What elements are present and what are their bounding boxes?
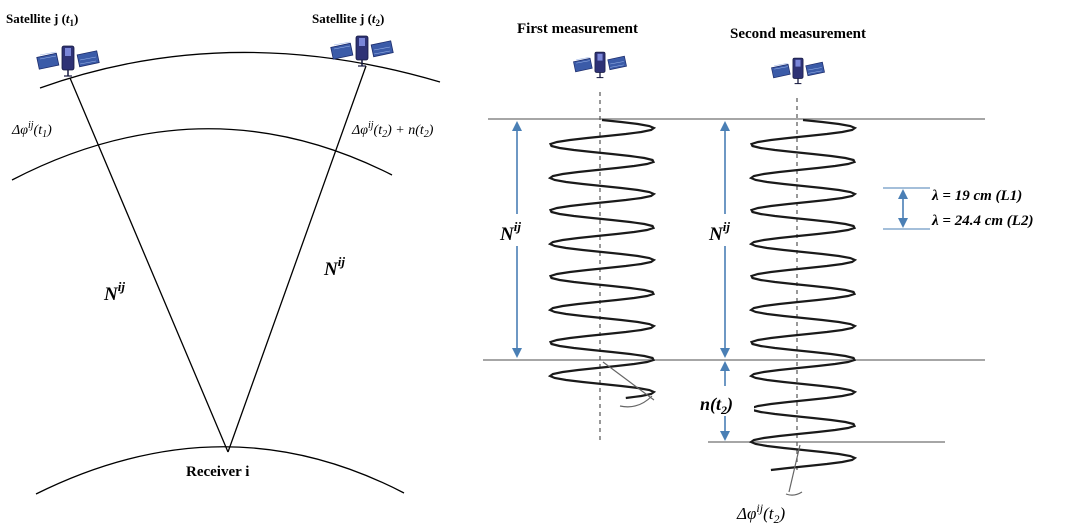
satellite-t1-label: Satellite j (t1): [6, 11, 78, 28]
phase-t1-label: Δφij(t1): [11, 120, 52, 140]
phase-t2-label: Δφij(t2) + n(t2): [351, 120, 434, 140]
satellite-icon: [770, 57, 826, 85]
second-measurement-title: Second measurement: [730, 26, 866, 42]
ambiguity-label-left: Nij: [103, 279, 125, 305]
satellite-icon: [36, 45, 100, 77]
left-panel: Satellite j (t1) Satellite j (t2) Δφij(t…: [6, 11, 441, 495]
n-t2-label: n(t2): [700, 394, 733, 417]
ambiguity-label-right: Nij: [323, 254, 345, 280]
ambiguity-label-first: Nij: [499, 219, 521, 245]
second-wave-helix: [748, 118, 858, 472]
receiver-label: Receiver i: [186, 464, 249, 480]
satellite-icon: [330, 35, 394, 67]
second-phase-indicator: [785, 444, 803, 496]
first-phase-indicator: [602, 361, 655, 408]
signal-line-t2: [227, 65, 367, 453]
first-measurement-title: First measurement: [517, 21, 638, 37]
earth-surface-arc: [35, 446, 405, 495]
right-panel: First measurement Second measurement Nij: [483, 21, 1033, 526]
wavelength-l1-label: λ = 19 cm (L1): [931, 188, 1022, 204]
inner-orbit-arc: [11, 128, 393, 181]
satellite-icon: [572, 51, 628, 79]
wavelength-l2-label: λ = 24.4 cm (L2): [931, 213, 1033, 229]
ambiguity-label-second: Nij: [708, 219, 730, 245]
outer-orbit-arc: [39, 51, 441, 89]
first-wave-helix: [547, 118, 657, 400]
signal-line-t1: [69, 77, 229, 453]
phase-bottom-label: Δφij(t2): [736, 501, 785, 526]
satellite-t2-label: Satellite j (t2): [312, 11, 384, 28]
